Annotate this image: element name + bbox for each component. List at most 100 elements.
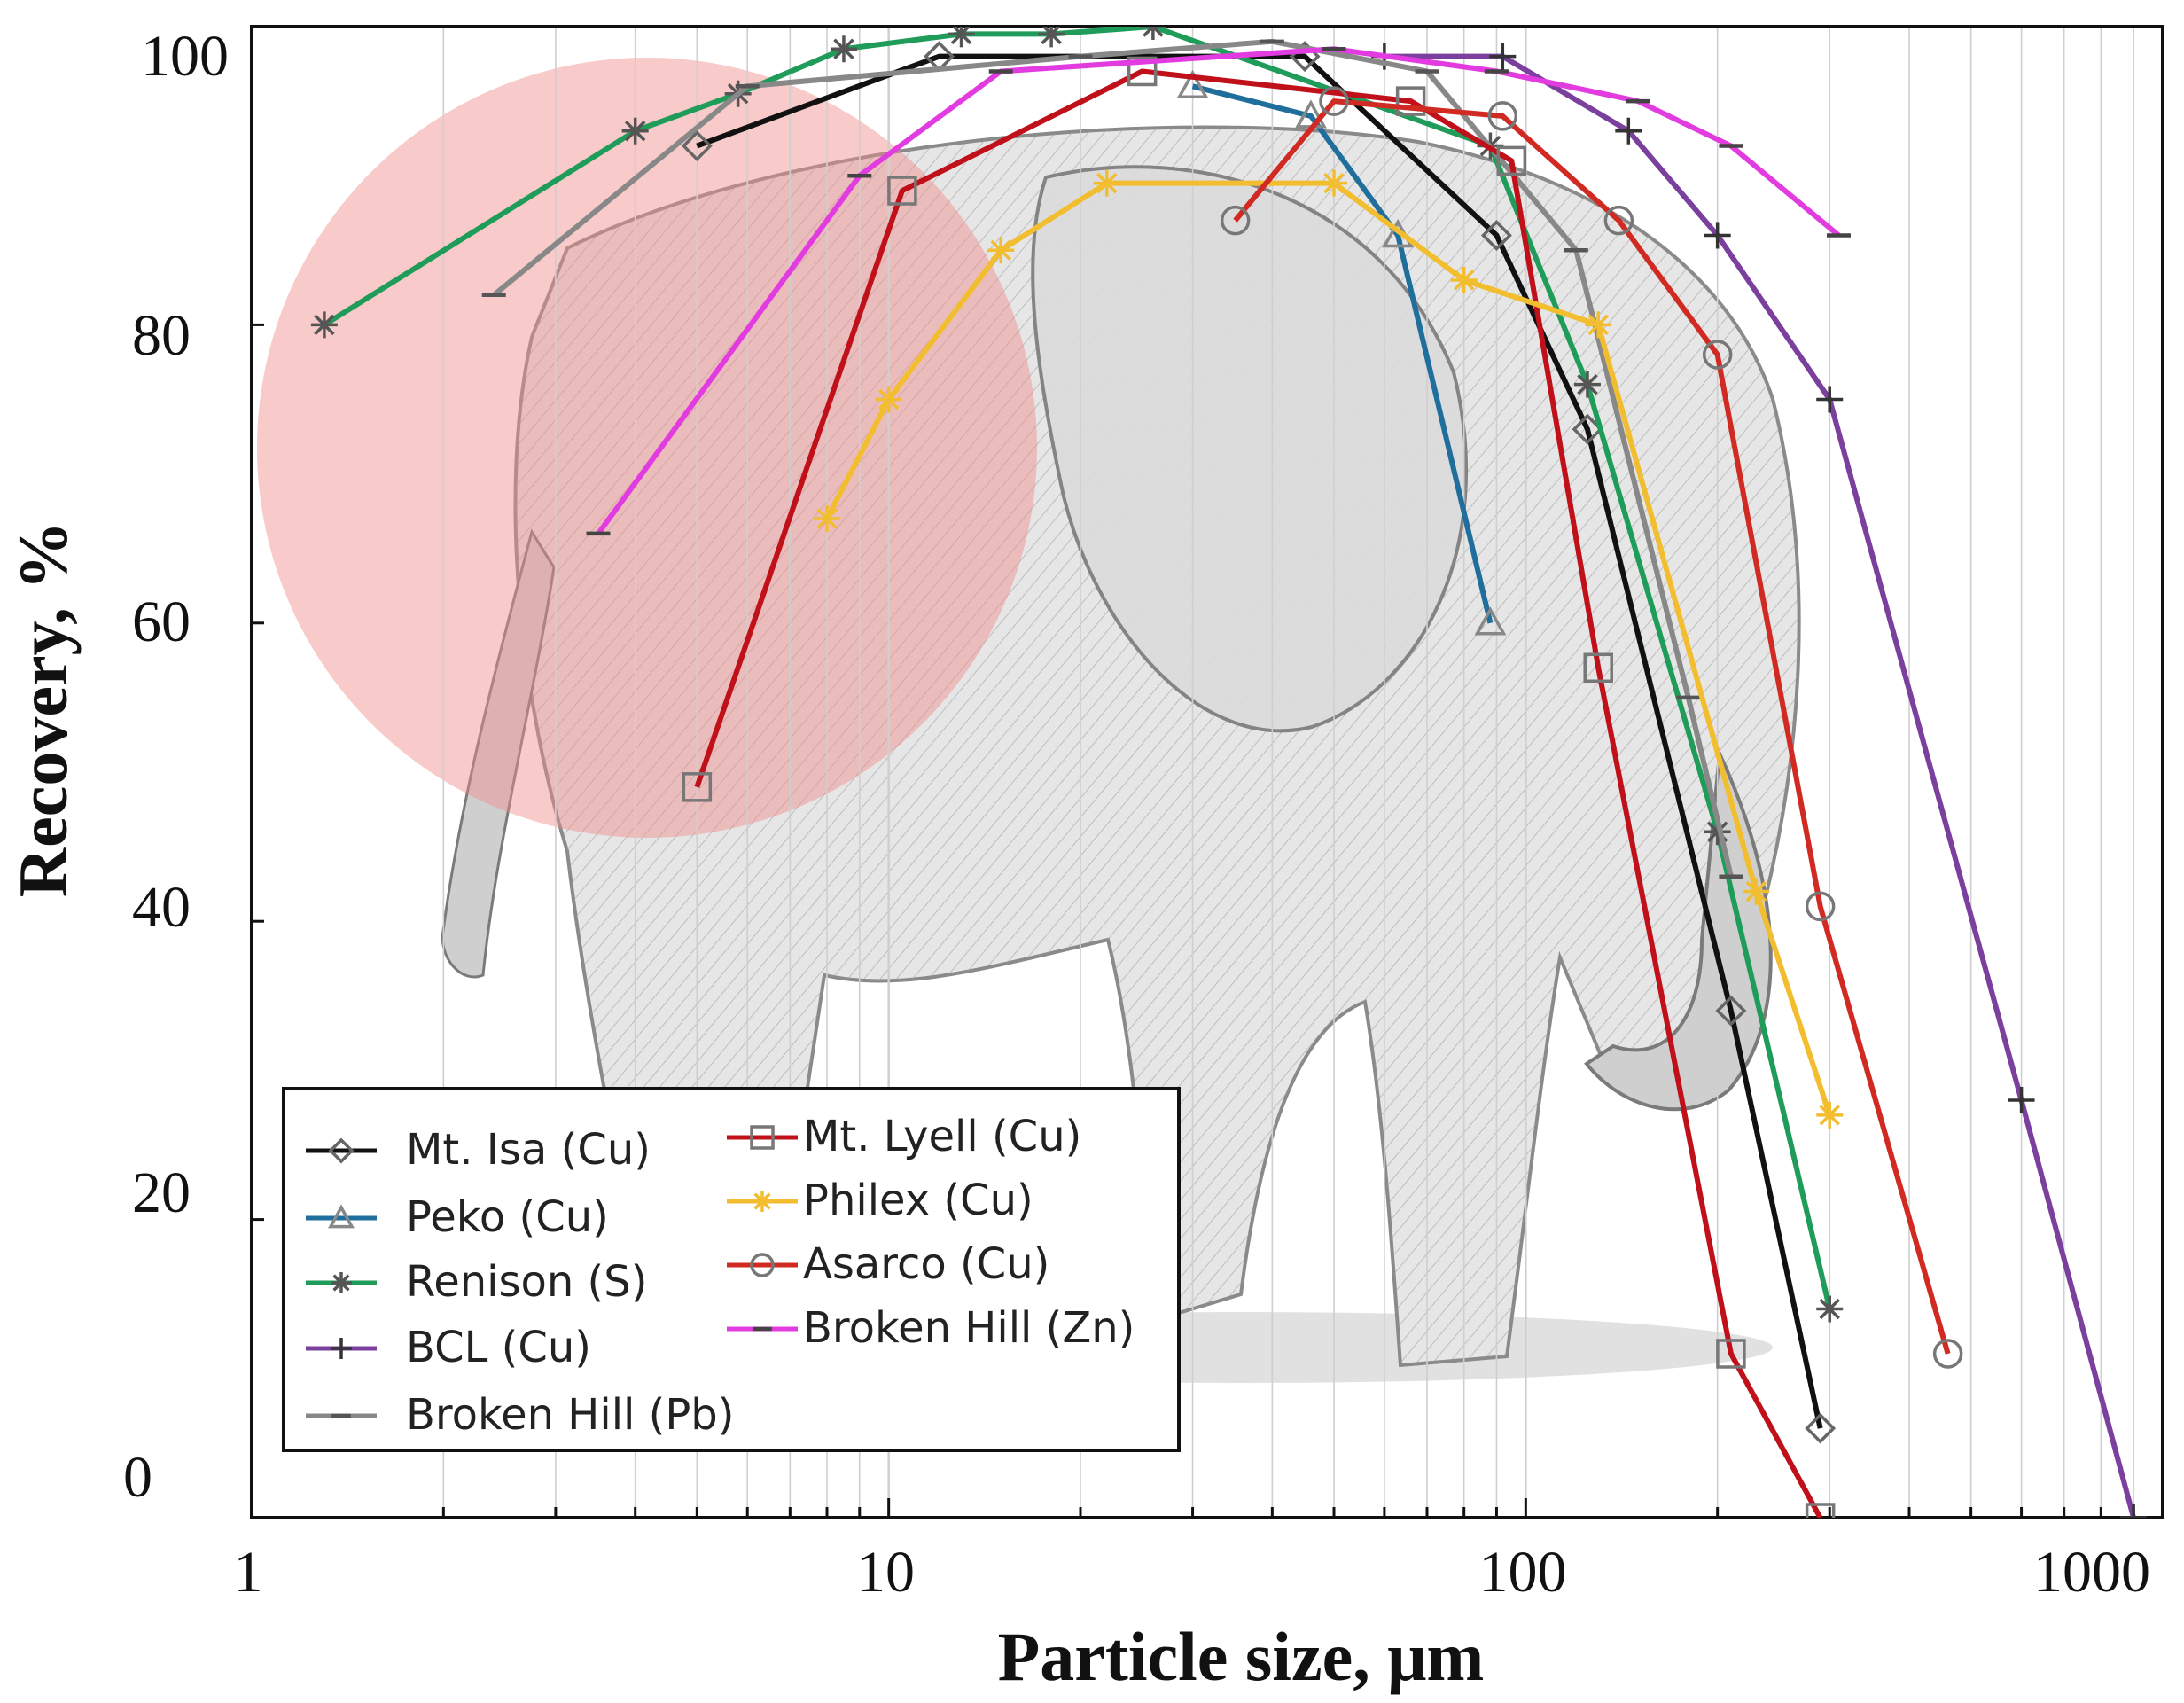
- legend-box: [282, 1087, 1181, 1452]
- y-tick-label: 40: [132, 875, 191, 940]
- data-point: [1320, 169, 1347, 197]
- plot-frame: [250, 25, 2164, 1519]
- data-point: [1127, 56, 1158, 87]
- data-point: [814, 505, 841, 533]
- data-point: [1480, 220, 1512, 251]
- data-series: [310, 27, 2148, 1518]
- data-point: [1474, 606, 1507, 636]
- data-point: [328, 1204, 355, 1229]
- data-point: [681, 130, 713, 162]
- data-point: [1395, 86, 1426, 116]
- data-point: [328, 1137, 355, 1164]
- series-4: [481, 38, 1743, 879]
- data-point: [1816, 386, 1844, 413]
- data-point: [1715, 995, 1747, 1027]
- data-point: [1139, 27, 1166, 40]
- legend-label: Mt. Lyell (Cu): [803, 1112, 1081, 1161]
- data-point: [2008, 1087, 2035, 1114]
- legend-label: BCL (Cu): [406, 1323, 591, 1372]
- y-tick-label: 20: [132, 1160, 191, 1225]
- series-line: [696, 53, 1823, 1429]
- legend-label: Peko (Cu): [406, 1192, 609, 1242]
- data-point: [682, 772, 713, 802]
- series-6: [814, 169, 1844, 1129]
- series-line: [694, 68, 1823, 1518]
- axis-ticks: [252, 25, 2135, 1519]
- legend-entry: Broken Hill (Pb): [406, 1390, 735, 1440]
- data-point: [1816, 1101, 1844, 1129]
- data-point: [948, 27, 975, 48]
- legend-entry: BCL (Cu): [406, 1323, 591, 1372]
- data-point: [1615, 117, 1642, 145]
- legend-label: Mt. Isa (Cu): [406, 1125, 651, 1175]
- data-point: [1176, 69, 1209, 99]
- data-point: [1932, 1339, 1963, 1369]
- data-point: [750, 1253, 775, 1277]
- x-tick-labels: 1 10 100 1000: [234, 1540, 2151, 1605]
- x-tick-label: 1000: [2033, 1540, 2150, 1605]
- data-point: [1319, 86, 1349, 116]
- legend-label: Asarco (Cu): [803, 1239, 1049, 1289]
- y-tick-labels: 0 20 40 60 80 100: [123, 24, 229, 1510]
- y-tick-label: 80: [132, 303, 191, 368]
- elephant-sketch: [257, 58, 1801, 1383]
- series-8: [586, 46, 1851, 536]
- data-point: [1450, 266, 1478, 293]
- y-tick-label: 0: [123, 1445, 152, 1510]
- data-point: [750, 1125, 775, 1150]
- series-0: [681, 41, 1837, 1444]
- legend-entry: Peko (Cu): [406, 1192, 609, 1242]
- data-point: [1585, 311, 1612, 339]
- highlight-circle: [257, 58, 1037, 838]
- legend-label: Broken Hill (Zn): [803, 1303, 1135, 1353]
- x-tick-label: 1: [234, 1540, 263, 1605]
- x-tick-label: 100: [1479, 1540, 1567, 1605]
- data-point: [2120, 1504, 2148, 1518]
- data-point: [1816, 1295, 1844, 1323]
- data-point: [331, 1272, 352, 1293]
- data-point: [621, 117, 649, 145]
- legend-entry: Broken Hill (Zn): [803, 1303, 1135, 1353]
- data-point: [1583, 652, 1613, 684]
- legend-entry: Mt. Isa (Cu): [406, 1125, 651, 1175]
- y-tick-label: 100: [141, 24, 229, 89]
- legend-entry: Mt. Lyell (Cu): [803, 1112, 1081, 1161]
- legend: Mt. Isa (Cu) Peko (Cu) Renison (S) BCL (…: [282, 1087, 1181, 1452]
- data-point: [887, 176, 917, 206]
- series-line: [492, 38, 1734, 878]
- data-point: [1573, 371, 1601, 398]
- legend-swatches: [306, 1125, 798, 1418]
- data-point: [1805, 1412, 1837, 1444]
- data-point: [1702, 340, 1733, 370]
- legend-label: Renison (S): [406, 1257, 647, 1307]
- data-point: [1704, 818, 1731, 846]
- vertical-gridlines: [442, 27, 2134, 1518]
- legend-label: Broken Hill (Pb): [406, 1390, 735, 1440]
- data-point: [1093, 169, 1120, 197]
- y-tick-label: 60: [132, 590, 191, 654]
- series-line: [1191, 83, 1494, 624]
- data-point: [830, 35, 857, 63]
- legend-label: Philex (Cu): [803, 1176, 1034, 1225]
- data-point: [987, 237, 1015, 264]
- x-tick-label: 10: [856, 1540, 915, 1605]
- data-point: [331, 1338, 352, 1359]
- series-7: [1220, 86, 1963, 1369]
- data-point: [1716, 1339, 1746, 1369]
- data-point: [1743, 878, 1770, 905]
- data-point: [875, 386, 902, 413]
- data-point: [752, 1191, 773, 1212]
- data-point: [1704, 222, 1731, 249]
- data-point: [1805, 891, 1836, 922]
- x-axis-title: Particle size, μm: [998, 1618, 1485, 1695]
- legend-entry: Renison (S): [406, 1257, 647, 1307]
- data-point: [1572, 413, 1603, 445]
- legend-entry: Asarco (Cu): [803, 1239, 1049, 1289]
- data-point: [1487, 101, 1518, 131]
- series-line: [1233, 98, 1951, 1355]
- data-point: [1805, 1503, 1836, 1518]
- series-5: [682, 56, 1836, 1518]
- data-point: [1603, 205, 1634, 236]
- data-point: [1489, 43, 1517, 70]
